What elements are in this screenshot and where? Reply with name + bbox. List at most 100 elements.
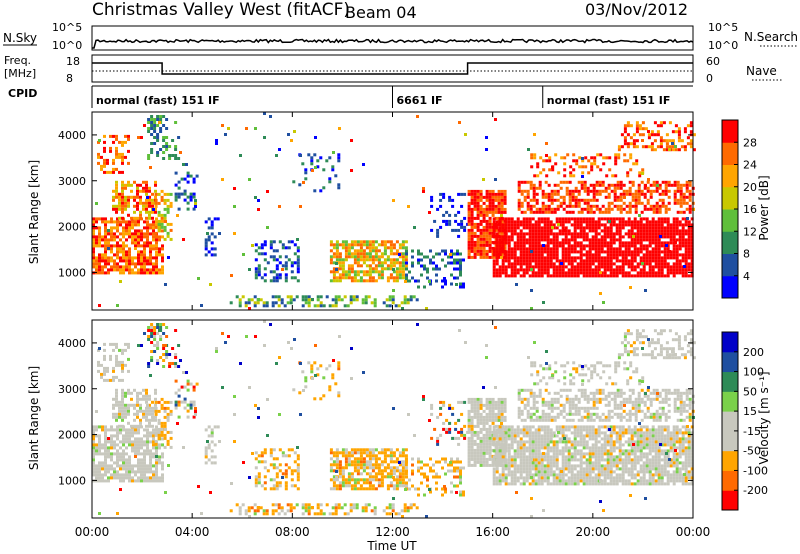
- nsky-label: N.Sky: [3, 31, 37, 45]
- power-cell: [364, 301, 368, 305]
- power-cell: [98, 244, 101, 248]
- power-cell: [154, 198, 158, 202]
- velocity-cell: [131, 467, 134, 471]
- power-cell: [296, 255, 300, 259]
- power-cell: [665, 142, 669, 146]
- velocity-cell: [383, 460, 387, 464]
- power-cell: [629, 153, 633, 157]
- velocity-cell: [494, 400, 498, 404]
- velocity-cell: [169, 409, 173, 413]
- velocity-cell: [450, 457, 453, 461]
- power-cell: [588, 262, 592, 266]
- velocity-cell: [147, 365, 151, 368]
- power-cell: [359, 264, 363, 268]
- power-cell: [642, 256, 646, 260]
- velocity-cell: [284, 475, 288, 479]
- power-cell: [113, 220, 116, 224]
- power-cell: [663, 217, 667, 221]
- power-cell: [207, 235, 211, 239]
- power-cell: [435, 264, 438, 268]
- velocity-cell: [277, 512, 281, 516]
- velocity-cell: [149, 455, 152, 459]
- power-cell: [406, 298, 410, 302]
- velocity-cell: [210, 434, 214, 438]
- velocity-cell: [110, 455, 113, 459]
- power-cell: [612, 247, 616, 251]
- power-cell: [113, 268, 116, 272]
- power-cell: [570, 244, 574, 248]
- velocity-cell: [143, 476, 146, 480]
- velocity-cell: [329, 466, 333, 470]
- power-cell: [591, 238, 595, 242]
- power-cell: [636, 241, 640, 245]
- power-cell: [356, 249, 360, 253]
- power-cell: [679, 189, 683, 193]
- power-cell: [344, 252, 348, 256]
- power-cell: [540, 259, 544, 263]
- power-cell: [528, 265, 532, 269]
- velocity-cell: [435, 472, 438, 476]
- power-cell: [280, 298, 284, 302]
- power-cell: [516, 271, 520, 275]
- power-cell: [561, 217, 565, 221]
- velocity-cell: [163, 406, 167, 410]
- power-cell: [335, 249, 339, 253]
- velocity-cell: [133, 406, 136, 410]
- velocity-cell: [296, 454, 300, 458]
- power-cell: [439, 225, 443, 229]
- velocity-cell: [124, 403, 127, 407]
- velocity-cell: [104, 434, 107, 438]
- velocity-cell: [343, 503, 347, 507]
- velocity-cell: [115, 397, 118, 401]
- power-cell: [365, 255, 369, 259]
- power-cell: [654, 241, 658, 245]
- power-cell: [146, 220, 149, 224]
- velocity-cell: [127, 409, 130, 413]
- power-cell: [470, 222, 474, 226]
- power-cell: [210, 247, 214, 251]
- power-cell: [95, 244, 98, 248]
- velocity-cell: [101, 446, 104, 450]
- power-cell: [130, 195, 133, 199]
- velocity-cell: [482, 427, 486, 431]
- power-cell: [522, 217, 526, 221]
- power-cell: [254, 127, 257, 130]
- power-cell: [368, 240, 372, 244]
- power-cell: [439, 192, 443, 196]
- power-cell: [428, 280, 431, 283]
- velocity-cell: [180, 400, 184, 404]
- velocity-cell: [301, 506, 305, 510]
- power-cell: [552, 232, 556, 236]
- power-cell: [631, 204, 635, 208]
- power-cell: [652, 189, 656, 193]
- power-cell: [591, 256, 595, 260]
- velocity-cell: [146, 452, 149, 456]
- power-cell: [152, 256, 155, 260]
- power-cell: [128, 220, 131, 224]
- power-cell: [532, 183, 536, 187]
- power-cell: [277, 298, 281, 302]
- power-cell: [142, 186, 145, 190]
- power-cell: [116, 217, 119, 221]
- power-cell: [513, 223, 517, 227]
- power-cell: [338, 261, 342, 265]
- power-cell: [636, 247, 640, 251]
- power-cell: [122, 226, 125, 230]
- power-cell: [121, 201, 124, 205]
- power-cell: [555, 244, 559, 248]
- velocity-cell: [143, 449, 146, 453]
- power-cell: [322, 168, 326, 172]
- power-cell: [104, 217, 107, 221]
- power-cell: [389, 252, 393, 256]
- power-cell: [485, 225, 489, 229]
- power-cell: [153, 142, 157, 145]
- power-cell: [627, 223, 631, 227]
- power-cell: [152, 271, 155, 275]
- power-cell: [643, 192, 647, 196]
- velocity-cell: [462, 466, 465, 470]
- power-cell: [672, 253, 676, 257]
- velocity-cell: [156, 362, 160, 365]
- power-cell: [341, 258, 345, 262]
- power-cell: [149, 262, 152, 266]
- power-cell: [207, 226, 211, 230]
